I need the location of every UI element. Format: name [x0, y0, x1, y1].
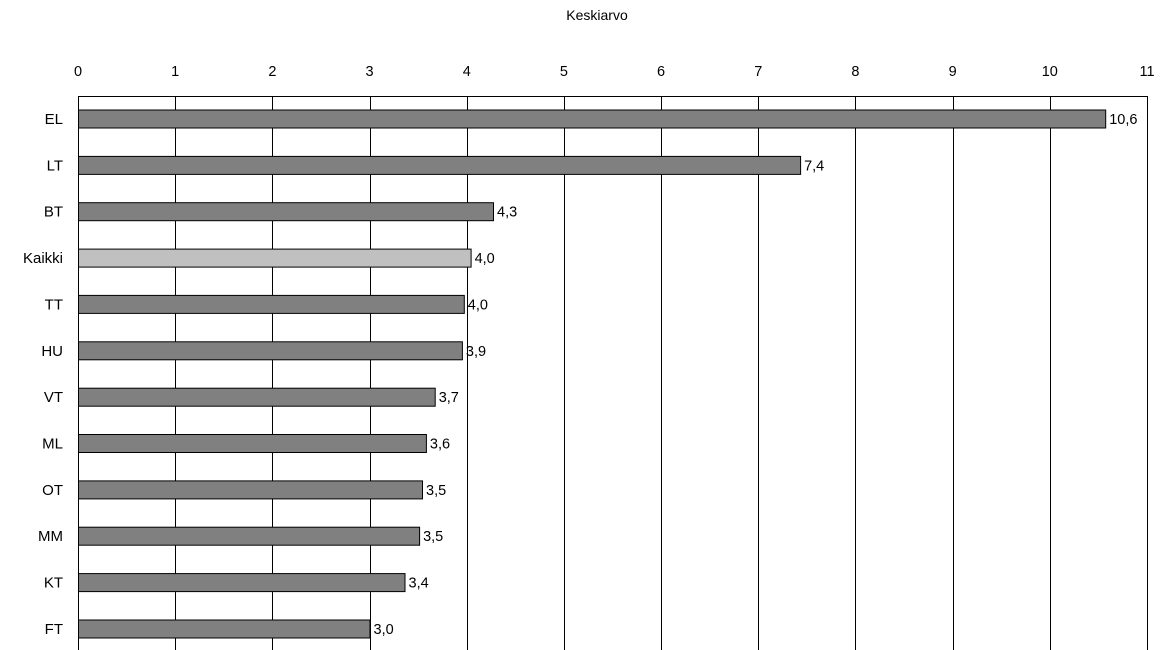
x-tick-label: 5 [560, 64, 568, 80]
bar-el [78, 109, 1107, 129]
bar-bt [78, 202, 494, 222]
bar-hu [78, 341, 463, 361]
bar-vt [78, 387, 436, 407]
category-label: FT [45, 621, 63, 638]
gridlines [78, 96, 1148, 650]
category-label: KT [44, 575, 63, 592]
bar-ot [78, 480, 423, 500]
category-label: ML [42, 436, 63, 453]
category-label: Kaikki [23, 250, 63, 267]
data-label: 4,0 [475, 251, 495, 267]
x-tick-label: 9 [949, 64, 957, 80]
bar-ml [78, 434, 427, 453]
x-tick-label: 4 [463, 64, 471, 80]
bars [78, 109, 1107, 639]
data-label: 7,4 [804, 158, 824, 174]
data-label: 4,0 [468, 297, 488, 313]
category-label: OT [42, 482, 63, 499]
category-labels: EL LT BT Kaikki TT HU VT ML OT MM KT FT [23, 111, 63, 638]
category-label: EL [45, 111, 63, 128]
data-label: 3,5 [426, 483, 446, 499]
bar-kaikki [78, 248, 472, 268]
x-tick-label: 1 [171, 64, 179, 80]
data-label: 4,3 [497, 205, 517, 221]
data-labels: 10,6 7,4 4,3 4,0 4,0 3,9 3,7 3,6 3,5 3,5 3,4 3,0 [374, 112, 1138, 638]
x-tick-label: 6 [657, 64, 665, 80]
bar-tt [78, 294, 465, 314]
x-axis-ticks: 0 1 2 3 4 5 6 7 8 9 10 11 [74, 64, 1155, 80]
x-tick-label: 8 [851, 64, 859, 80]
x-tick-label: 3 [366, 64, 374, 80]
bar-lt [78, 155, 802, 175]
category-label: MM [38, 528, 63, 545]
data-label: 3,6 [430, 437, 450, 453]
category-label: HU [41, 343, 63, 360]
bar-ft [78, 619, 371, 639]
data-label: 3,5 [423, 529, 443, 545]
category-label: BT [44, 204, 63, 221]
data-label: 3,7 [439, 390, 459, 406]
x-tick-label: 11 [1139, 64, 1154, 80]
category-label: VT [44, 389, 63, 406]
bar-mm [78, 526, 421, 546]
x-tick-label: 10 [1042, 64, 1058, 80]
data-label: 10,6 [1109, 112, 1137, 128]
x-tick-label: 2 [268, 64, 276, 80]
x-tick-label: 7 [754, 64, 762, 80]
data-label: 3,4 [409, 576, 429, 592]
chart-title: Keskiarvo [566, 7, 628, 23]
data-label: 3,9 [466, 344, 486, 360]
x-tick-label: 0 [74, 64, 82, 80]
data-label: 3,0 [374, 622, 394, 638]
category-label: TT [45, 296, 63, 313]
category-label: LT [47, 157, 63, 174]
bar-kt [78, 573, 406, 593]
